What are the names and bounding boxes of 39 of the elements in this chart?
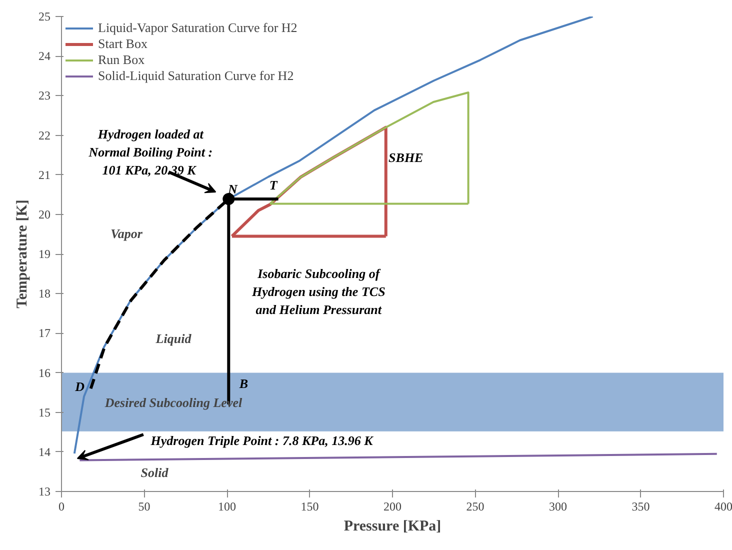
y-tick-label: 23 [38, 88, 50, 103]
legend-label: Start Box [98, 36, 148, 52]
x-tick-label: 100 [218, 500, 236, 514]
y-tick-label: 21 [38, 168, 50, 182]
y-tick-label: 19 [38, 247, 50, 261]
y-tick-label: 15 [38, 405, 50, 420]
x-tick-label: 200 [384, 500, 402, 514]
annotation: Hydrogen Triple Point : 7.8 KPa, 13.96 K [150, 433, 374, 448]
y-tick-label: 18 [38, 286, 50, 301]
y-tick-label: 17 [38, 326, 50, 340]
y-tick-label: 14 [38, 444, 50, 459]
y-tick-label: 22 [38, 128, 50, 142]
legend-label: Run Box [98, 52, 145, 68]
x-tick-label: 250 [466, 500, 484, 514]
x-tick-label: 50 [138, 500, 150, 514]
x-tick-label: 0 [58, 500, 64, 514]
y-tick-label: 13 [38, 484, 50, 498]
annotation: B [238, 376, 248, 391]
legend-label: Solid-Liquid Saturation Curve for H2 [98, 68, 294, 84]
annotation: SBHE [388, 150, 424, 165]
annotation: Solid [140, 465, 169, 480]
y-axis-title: Temperature [K] [14, 200, 30, 308]
x-tick-label: 400 [714, 500, 732, 514]
y-tick-label: 25 [38, 10, 50, 24]
annotation: N [226, 181, 238, 196]
annotation: Liquid [154, 331, 192, 346]
x-axis-title: Pressure [KPa] [344, 518, 442, 534]
annotation: Isobaric Subcooling of Hydrogen using the TCS and Helium Pressurant [251, 266, 386, 318]
legend-label: Liquid-Vapor Saturation Curve for H2 [98, 20, 298, 36]
y-tick-label: 16 [38, 366, 50, 380]
annotation: Desired Subcooling Level [104, 395, 242, 410]
y-tick-label: 20 [38, 207, 50, 222]
x-tick-label: 350 [632, 500, 650, 514]
x-tick-label: 150 [300, 500, 319, 514]
x-tick-label: 300 [549, 500, 567, 514]
annotation: T [269, 177, 278, 192]
annotation: Vapor [110, 226, 144, 241]
y-tick-label: 24 [38, 49, 50, 64]
annotation: D [74, 379, 86, 394]
